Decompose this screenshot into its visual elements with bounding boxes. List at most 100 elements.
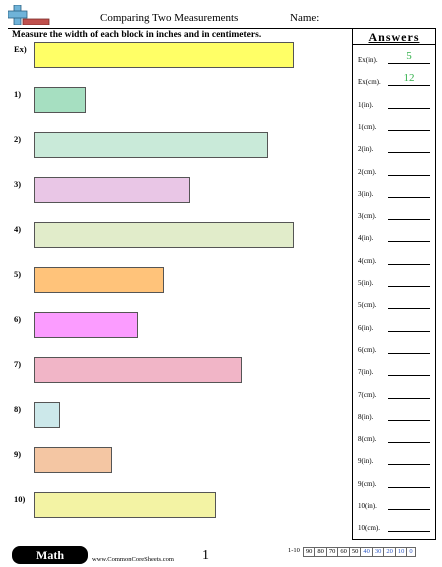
site-url: www.CommonCoreSheets.com — [92, 556, 174, 563]
page-number: 1 — [202, 548, 209, 563]
score-cell: 40 — [360, 547, 372, 557]
score-cell: 10 — [394, 547, 407, 557]
answer-value: 12 — [403, 72, 415, 85]
answer-label: Ex(in). — [358, 56, 378, 64]
name-label: Name: — [290, 12, 320, 24]
answer-blank[interactable] — [388, 63, 430, 64]
answer-blank[interactable] — [388, 330, 430, 332]
answer-blank[interactable] — [388, 486, 430, 488]
answer-row: 1(cm). — [358, 119, 430, 131]
score-cell: 50 — [348, 547, 361, 557]
answer-blank[interactable] — [388, 464, 430, 466]
measurement-block — [34, 357, 242, 383]
answer-blank[interactable] — [388, 442, 430, 444]
answer-blank[interactable] — [388, 85, 430, 87]
score-scale-label: 1-10 — [288, 547, 300, 554]
answer-blank[interactable] — [388, 129, 430, 131]
answer-label: 3(cm). — [358, 212, 377, 221]
measurement-block — [34, 492, 216, 518]
answer-blank[interactable] — [388, 263, 430, 265]
math-brand-badge: Math — [12, 546, 88, 564]
answer-label: 10(cm). — [358, 524, 380, 533]
score-cell: 0 — [406, 547, 416, 557]
measurement-block — [34, 42, 294, 68]
answer-row: 9(cm). — [358, 476, 430, 488]
answer-label: 1(in). — [358, 100, 374, 109]
measurement-block — [34, 222, 294, 248]
worksheet-title: Comparing Two Measurements — [100, 12, 239, 24]
measurement-block — [34, 132, 268, 158]
problem-label: 9) — [14, 449, 22, 459]
plus-minus-logo-icon — [8, 5, 50, 25]
answer-blank[interactable] — [388, 419, 430, 421]
measurement-block — [34, 402, 60, 428]
answer-blank[interactable] — [388, 219, 430, 221]
answer-row: 10(in). — [358, 498, 430, 510]
problem-label: 10) — [14, 494, 26, 504]
answer-label: 10(in). — [358, 502, 377, 510]
answer-blank[interactable] — [388, 174, 430, 176]
problem-label: 3) — [14, 179, 22, 189]
answer-blank[interactable] — [388, 308, 430, 310]
answer-row: 4(in). — [358, 230, 430, 243]
problem-label: 2) — [14, 134, 22, 144]
answer-row: 6(cm). — [358, 342, 430, 354]
problem-label: 7) — [14, 359, 22, 369]
answer-blank[interactable] — [388, 241, 430, 243]
score-cell: 90 — [302, 547, 315, 557]
answers-title-divider — [352, 44, 436, 45]
answer-row: 10(cm). — [358, 520, 430, 533]
answer-label: 9(cm). — [358, 479, 377, 488]
answer-blank[interactable] — [388, 375, 430, 377]
answer-label: 5(in). — [358, 279, 374, 287]
answer-blank[interactable] — [388, 107, 430, 109]
answer-row: 2(in). — [358, 141, 430, 154]
answer-label: 5(cm). — [358, 301, 377, 310]
answer-row: 2(cm). — [358, 164, 430, 176]
answer-blank[interactable] — [388, 531, 430, 533]
answer-label: 1(cm). — [358, 122, 377, 131]
answers-panel — [352, 28, 436, 540]
answer-blank[interactable] — [388, 509, 430, 510]
answer-blank[interactable] — [388, 152, 430, 154]
answer-label: 8(cm). — [358, 435, 377, 444]
measurement-block — [34, 177, 190, 203]
problem-label: 8) — [14, 404, 22, 414]
answer-label: 7(cm). — [358, 390, 377, 399]
score-cell: 70 — [325, 547, 338, 557]
problem-label: 6) — [14, 314, 22, 324]
measurement-block — [34, 267, 164, 293]
score-cell: 60 — [337, 547, 349, 557]
answer-label: 4(cm). — [358, 256, 377, 265]
answer-label: 3(in). — [358, 189, 374, 198]
instructions: Measure the width of each block in inche… — [12, 30, 262, 40]
answer-blank[interactable] — [388, 352, 430, 354]
answer-row: 6(in). — [358, 320, 430, 332]
answer-label: 2(cm). — [358, 167, 377, 176]
answer-row: 8(in). — [358, 409, 430, 421]
answer-label: 6(cm). — [358, 345, 377, 354]
measurement-block — [34, 312, 138, 338]
answer-row: 1(in). — [358, 97, 430, 109]
answer-row: 4(cm). — [358, 253, 430, 265]
score-cell: 30 — [371, 547, 384, 557]
answers-title: Answers — [368, 30, 420, 44]
header-divider — [8, 28, 436, 29]
answer-blank[interactable] — [388, 196, 430, 198]
answer-row: 7(in). — [358, 364, 430, 377]
answer-value: 5 — [406, 50, 412, 62]
answer-label: 6(in). — [358, 323, 374, 332]
score-cell: 20 — [383, 547, 395, 557]
answer-blank[interactable] — [388, 286, 430, 287]
answer-row: 7(cm). — [358, 387, 430, 399]
problem-label: 5) — [14, 269, 22, 279]
answer-row: 3(cm). — [358, 208, 430, 221]
answer-label: 7(in). — [358, 368, 374, 377]
answer-blank[interactable] — [388, 397, 430, 399]
answer-row: Ex(in). 5 — [358, 50, 430, 64]
score-cell: 80 — [314, 547, 326, 557]
answer-row: 9(in). — [358, 453, 430, 466]
answer-label: Ex(cm). — [358, 78, 381, 87]
problem-label: 1) — [14, 89, 22, 99]
answer-row: 8(cm). — [358, 431, 430, 444]
